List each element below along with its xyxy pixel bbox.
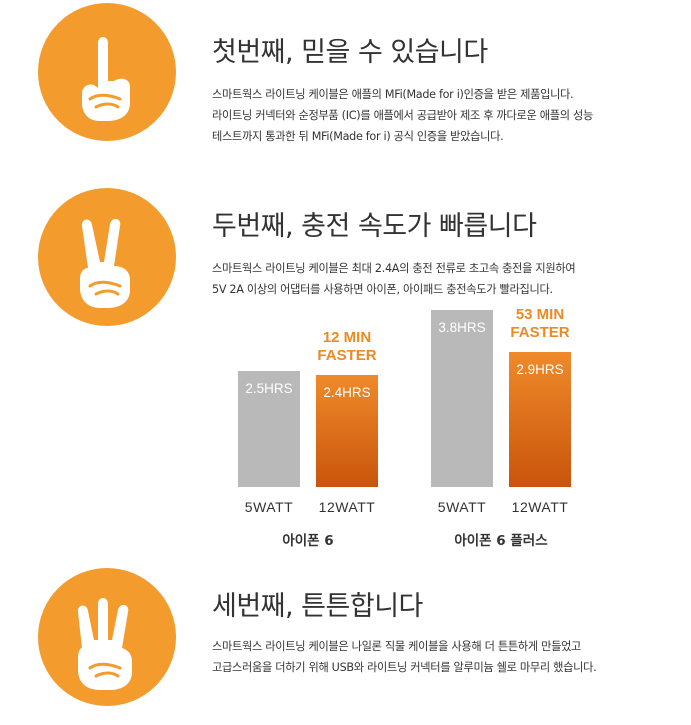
faster-annotation: 53 MIN FASTER [499, 306, 581, 342]
x-tick-label: 5WATT [244, 499, 294, 515]
bar-value-label: 2.4HRS [323, 385, 371, 401]
chart-bar [431, 310, 493, 487]
bar-value-label: 2.9HRS [516, 362, 564, 378]
group-label: 아이폰 6 [282, 533, 334, 549]
faster-annotation-line: FASTER [317, 347, 377, 365]
body-line: 스마트웍스 라이트닝 케이블은 최대 2.4A의 충전 전류로 초고속 충전을 … [212, 262, 576, 275]
faster-annotation-line: 12 MIN [322, 329, 372, 347]
group-label: 아이폰 6 플러스 [454, 533, 548, 549]
bar-value-label: 3.8HRS [438, 320, 486, 336]
one-finger-hand-icon [82, 37, 130, 121]
badge-3 [38, 568, 176, 706]
section-body: 스마트웍스 라이트닝 케이블은 최대 2.4A의 충전 전류로 초고속 충전을 … [212, 258, 576, 300]
chart-bar [509, 352, 571, 487]
badge-2 [38, 188, 176, 326]
bar-value-label: 2.5HRS [245, 380, 293, 396]
chart-bar [316, 375, 378, 487]
body-line: 고급스러움을 더하기 위해 USB와 라이트닝 커넥터를 알루미늄 쉘로 마무리… [212, 661, 597, 674]
x-tick-label: 5WATT [437, 499, 487, 515]
body-line: 스마트웍스 라이트닝 케이블은 애플의 MFi(Made for i)인증을 받… [212, 88, 574, 101]
three-finger-hand-icon [77, 598, 132, 690]
section-body: 스마트웍스 라이트닝 케이블은 나일론 직물 케이블을 사용해 더 튼튼하게 만… [212, 636, 597, 678]
faster-annotation-line: FASTER [510, 324, 570, 342]
section-body: 스마트웍스 라이트닝 케이블은 애플의 MFi(Made for i)인증을 받… [212, 84, 593, 147]
two-finger-hand-icon [80, 218, 130, 308]
section-title: 첫번째, 믿을 수 있습니다 [212, 37, 488, 68]
section-title: 두번째, 충전 속도가 빠릅니다 [212, 211, 537, 242]
body-line: 테스트까지 통과한 뒤 MFi(Made for i) 공식 인증을 받았습니다… [212, 130, 504, 143]
body-line: 5V 2A 이상의 어댑터를 사용하면 아이폰, 아이패드 충전속도가 빨라집니… [212, 283, 553, 296]
body-line: 스마트웍스 라이트닝 케이블은 나일론 직물 케이블을 사용해 더 튼튼하게 만… [212, 640, 582, 653]
faster-annotation-line: 53 MIN [515, 306, 565, 324]
faster-annotation: 12 MIN FASTER [306, 329, 388, 365]
body-line: 라이트닝 커넥터와 순정부품 (IC)를 애플에서 공급받아 제조 후 까다로운… [212, 109, 593, 122]
badge-1 [38, 3, 176, 141]
x-tick-label: 12WATT [511, 499, 569, 515]
section-title: 세번째, 튼튼합니다 [212, 591, 423, 622]
chart-bar [238, 370, 300, 487]
x-tick-label: 12WATT [318, 499, 376, 515]
